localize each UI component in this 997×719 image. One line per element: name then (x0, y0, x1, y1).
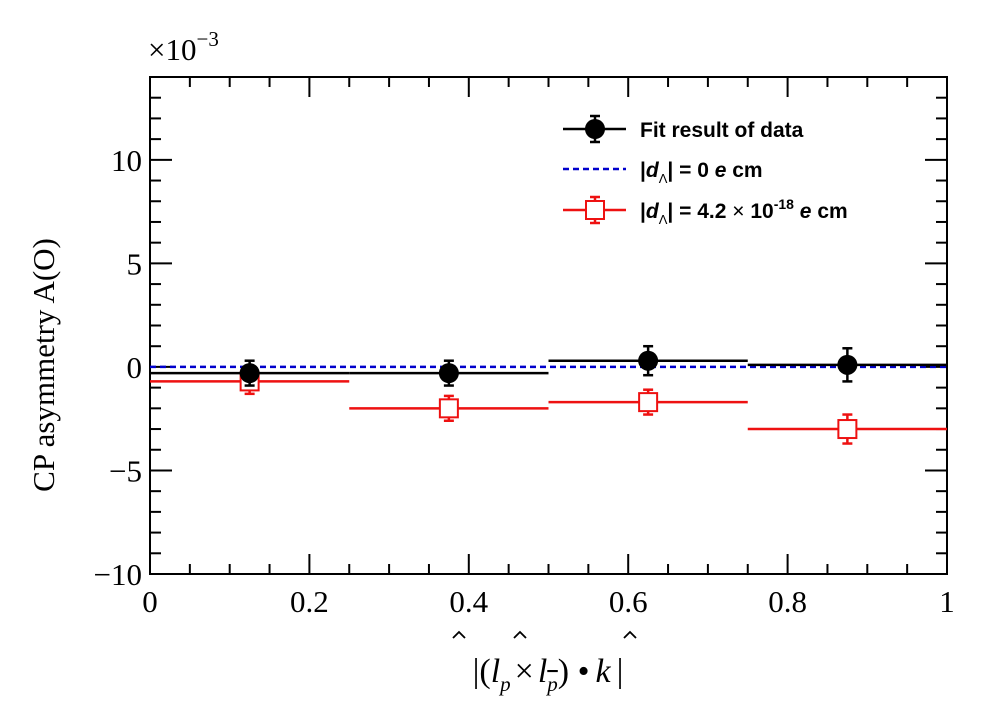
y-tick-label: −5 (109, 453, 142, 488)
x-tick-label: 0.2 (290, 584, 329, 619)
legend: Fit result of data |dΛ| = 0 e cm |dΛ| = … (563, 114, 848, 227)
y-tick-label: 0 (127, 350, 143, 385)
y-tick-label: −10 (94, 557, 142, 592)
data-point (837, 354, 858, 375)
x-tick-label: 0.4 (449, 584, 488, 619)
x-tick-label: 0 (142, 584, 158, 619)
x-label-hat-l1 (452, 630, 466, 639)
plot-frame (149, 76, 948, 575)
x-axis-label: |(lp × lp) • k | (473, 653, 624, 696)
plot-frame-group: 0 0.2 0.4 0.6 0.8 1 −10 −5 0 5 10 (94, 76, 955, 639)
x-label-hat-l2 (513, 630, 527, 639)
edm-point (438, 398, 459, 419)
legend-label-zero: |dΛ| = 0 e cm (640, 159, 763, 186)
edm-point (837, 419, 858, 440)
x-label-hat-k (623, 630, 637, 639)
y-axis-label: CP asymmetry A(O) (26, 238, 61, 492)
series-group (150, 344, 947, 445)
y-exponent-label: ×10−3 (148, 27, 219, 67)
y-tick-label: 5 (127, 246, 143, 281)
legend-label-data: Fit result of data (640, 119, 804, 142)
data-point (438, 363, 459, 384)
data-point (638, 350, 659, 371)
axis-labels: CP asymmetry A(O) ×10−3 |(lp × lp) • k | (26, 27, 623, 696)
x-tick-label: 0.6 (609, 584, 648, 619)
legend-label-edm: |dΛ| = 4.2 × 10-18 e cm (640, 196, 848, 227)
x-tick-label: 0.8 (768, 584, 807, 619)
data-point (239, 363, 260, 384)
legend-marker-edm-point (585, 200, 605, 220)
y-tick-label: 10 (111, 143, 142, 178)
x-tick-label: 1 (939, 584, 955, 619)
edm-point (638, 392, 659, 413)
legend-marker-data-point (585, 119, 605, 139)
